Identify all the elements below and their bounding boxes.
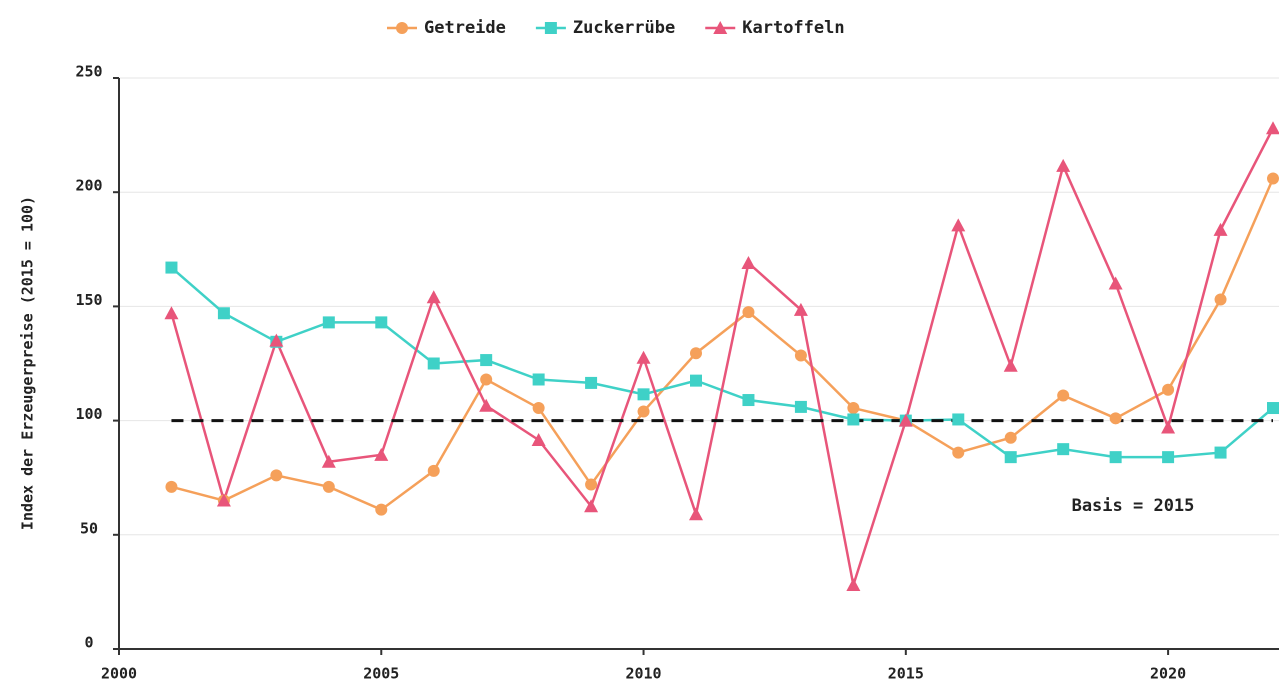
point — [1162, 451, 1175, 464]
point — [846, 578, 861, 592]
point — [1267, 172, 1279, 185]
x-tick-label: 2005 — [363, 665, 399, 683]
y-tick-label: 100 — [75, 405, 102, 423]
series-line — [171, 177, 1275, 512]
x-tick-label: 2010 — [625, 665, 661, 683]
point — [269, 333, 284, 347]
point — [1266, 121, 1279, 135]
point — [426, 290, 441, 304]
point — [794, 400, 807, 413]
point — [479, 398, 494, 412]
point — [690, 374, 702, 387]
point — [165, 480, 178, 493]
point — [1056, 158, 1071, 172]
point — [898, 413, 913, 427]
x-tick-label: 2020 — [1150, 665, 1186, 683]
x-tick-label: 2015 — [888, 665, 924, 683]
point — [165, 261, 178, 274]
point — [636, 350, 651, 364]
legend-marker — [396, 22, 408, 34]
legend: Getreide Zuckerrübe Kartoffeln — [387, 18, 845, 38]
point — [847, 413, 860, 426]
point — [217, 307, 230, 320]
y-tick-label: 250 — [75, 63, 102, 81]
point — [270, 469, 283, 482]
point — [1004, 431, 1017, 444]
point — [585, 376, 598, 389]
point — [741, 256, 756, 270]
y-tick-label: 0 — [84, 634, 93, 652]
point — [427, 464, 440, 477]
annotation: Basis = 2015 — [1072, 496, 1195, 516]
point — [584, 499, 599, 513]
point — [637, 388, 650, 401]
point — [531, 433, 546, 447]
point — [1214, 446, 1227, 459]
point — [952, 413, 965, 426]
point — [480, 354, 493, 367]
point — [1003, 358, 1018, 372]
point — [1057, 389, 1070, 402]
legend-marker — [544, 22, 557, 34]
point — [164, 306, 179, 320]
point — [847, 402, 860, 415]
legend-label: Kartoffeln — [742, 18, 844, 38]
point — [427, 357, 440, 370]
point — [742, 394, 755, 407]
point — [689, 507, 703, 521]
point — [532, 373, 545, 386]
point — [1109, 412, 1122, 425]
y-tick-label: 150 — [75, 291, 102, 309]
point — [322, 480, 335, 493]
point — [794, 349, 807, 362]
point — [951, 218, 966, 232]
point — [1004, 451, 1017, 464]
series-line — [170, 127, 1275, 586]
point — [375, 503, 388, 516]
point — [374, 447, 389, 461]
y-axis-label: Index der Erzeugerpreise (2015 = 100) — [19, 196, 37, 530]
point — [793, 302, 808, 316]
y-tick-label: 200 — [75, 177, 102, 195]
legend-marker — [713, 21, 728, 34]
point — [637, 405, 650, 418]
point — [480, 373, 493, 386]
point — [1161, 420, 1176, 434]
point — [742, 306, 755, 319]
series-line — [170, 266, 1274, 459]
point — [1162, 383, 1175, 396]
point — [532, 402, 545, 415]
point — [375, 316, 388, 329]
point — [585, 478, 598, 491]
point — [322, 316, 335, 329]
point — [1214, 293, 1227, 306]
point — [1213, 222, 1228, 236]
point — [1057, 443, 1070, 456]
point — [690, 347, 702, 360]
point — [1109, 451, 1122, 464]
legend-label: Getreide — [424, 18, 506, 38]
x-tick-label: 2000 — [101, 665, 137, 683]
legend-label: Zuckerrübe — [573, 18, 675, 38]
point — [1108, 276, 1123, 290]
point — [216, 493, 231, 507]
point — [321, 454, 336, 468]
y-tick-label: 50 — [80, 519, 98, 537]
point — [1267, 402, 1279, 415]
point — [952, 446, 965, 459]
